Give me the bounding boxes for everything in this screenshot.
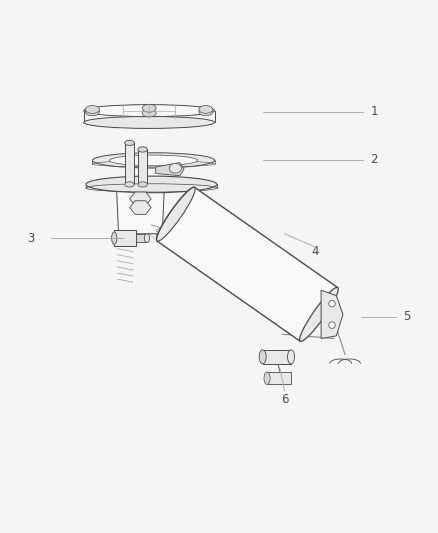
Ellipse shape <box>259 350 266 364</box>
Bar <box>138 149 148 184</box>
Ellipse shape <box>86 176 217 193</box>
Polygon shape <box>117 185 164 234</box>
Text: 4: 4 <box>311 245 319 258</box>
Text: 3: 3 <box>27 232 34 245</box>
Text: 2: 2 <box>370 153 378 166</box>
Ellipse shape <box>288 350 294 364</box>
Polygon shape <box>155 163 184 176</box>
Ellipse shape <box>138 182 148 187</box>
Bar <box>136 234 147 243</box>
Ellipse shape <box>85 108 99 116</box>
Ellipse shape <box>85 106 99 114</box>
Bar <box>263 350 291 364</box>
Ellipse shape <box>329 322 335 328</box>
Ellipse shape <box>142 109 156 117</box>
Bar <box>267 372 291 384</box>
Ellipse shape <box>199 106 213 114</box>
Ellipse shape <box>110 155 198 166</box>
Ellipse shape <box>199 108 213 116</box>
Bar <box>114 230 136 246</box>
Ellipse shape <box>169 164 181 173</box>
Bar <box>125 143 134 184</box>
Ellipse shape <box>142 104 156 112</box>
Ellipse shape <box>84 116 215 128</box>
Ellipse shape <box>329 301 335 307</box>
Polygon shape <box>130 201 151 214</box>
Ellipse shape <box>264 372 270 384</box>
Ellipse shape <box>145 234 150 243</box>
Polygon shape <box>321 290 343 338</box>
Ellipse shape <box>156 187 195 241</box>
Ellipse shape <box>112 232 117 244</box>
Text: 1: 1 <box>370 105 378 118</box>
Text: 5: 5 <box>403 310 410 323</box>
Ellipse shape <box>84 104 215 117</box>
Ellipse shape <box>125 182 134 187</box>
Ellipse shape <box>92 153 215 168</box>
Text: 6: 6 <box>281 393 288 406</box>
Polygon shape <box>130 192 151 206</box>
Ellipse shape <box>125 140 134 146</box>
Polygon shape <box>157 188 338 341</box>
Ellipse shape <box>138 147 148 152</box>
Ellipse shape <box>300 287 338 342</box>
